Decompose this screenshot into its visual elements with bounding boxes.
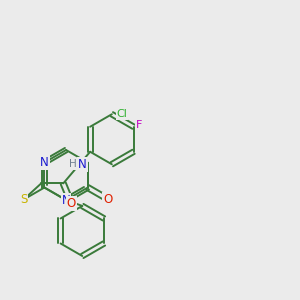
Text: F: F bbox=[136, 120, 142, 130]
Text: H: H bbox=[69, 159, 77, 169]
Text: S: S bbox=[20, 193, 27, 206]
Text: N: N bbox=[62, 194, 70, 207]
Text: O: O bbox=[103, 193, 112, 206]
Text: O: O bbox=[67, 197, 76, 210]
Text: N: N bbox=[78, 158, 87, 171]
Text: Cl: Cl bbox=[117, 109, 128, 119]
Text: N: N bbox=[40, 156, 49, 169]
